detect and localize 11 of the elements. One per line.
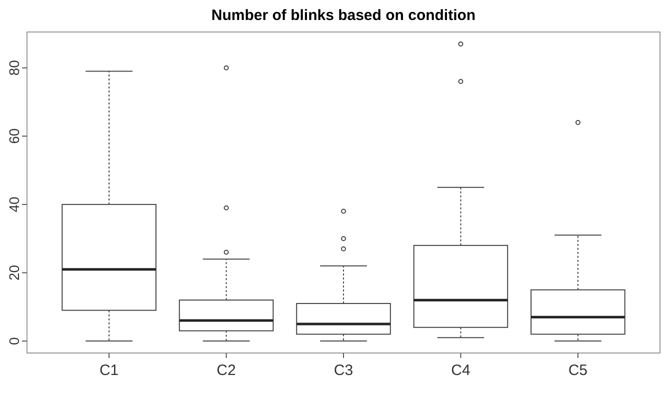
x-tick-label: C5 (568, 362, 588, 379)
x-tick-label: C1 (99, 362, 119, 379)
chart-title: Number of blinks based on condition (211, 7, 476, 24)
y-tick-label: 0 (6, 336, 22, 345)
y-tick-label: 80 (6, 60, 22, 76)
y-tick-label: 60 (6, 128, 22, 144)
y-tick-label: 20 (6, 264, 22, 281)
x-tick-label: C3 (334, 362, 354, 379)
y-tick-label: 40 (6, 196, 22, 212)
x-tick-label: C4 (451, 362, 470, 379)
x-tick-label: C2 (216, 362, 236, 379)
